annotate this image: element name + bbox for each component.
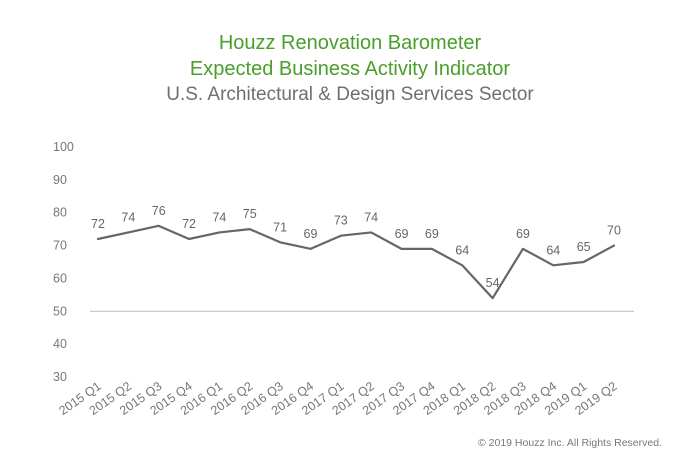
data-label: 74 (121, 210, 135, 224)
series-line (96, 224, 616, 300)
data-label: 54 (486, 276, 500, 290)
data-label: 71 (273, 220, 287, 234)
y-tick-label: 70 (53, 239, 67, 253)
data-label: 74 (364, 210, 378, 224)
data-label: 69 (516, 227, 530, 241)
y-tick-label: 40 (53, 337, 67, 351)
data-label: 65 (577, 240, 591, 254)
chart-title: Houzz Renovation Barometer (218, 32, 482, 54)
data-labels: 72 74 76 72 74 75 71 69 73 74 69 69 64 54 69 64 65 70 (91, 204, 621, 290)
data-label: 69 (395, 227, 409, 241)
copyright-text: © 2019 Houzz Inc. All Rights Reserved. (478, 437, 662, 449)
y-axis: 100 90 80 70 60 50 40 30 (53, 140, 74, 384)
y-tick-label: 50 (53, 304, 67, 318)
data-label: 69 (304, 227, 318, 241)
y-tick-label: 60 (53, 271, 67, 285)
y-tick-label: 30 (53, 370, 67, 384)
chart-titles: Houzz Renovation Barometer Expected Busi… (0, 30, 700, 108)
data-label: 73 (334, 214, 348, 228)
data-label: 69 (425, 227, 439, 241)
data-label: 75 (243, 207, 257, 221)
data-label: 76 (152, 204, 166, 218)
data-label: 74 (212, 210, 226, 224)
data-label: 64 (455, 243, 469, 257)
data-label: 64 (546, 243, 560, 257)
data-label: 72 (91, 217, 105, 231)
data-label: 72 (182, 217, 196, 231)
y-tick-label: 100 (53, 140, 74, 154)
y-tick-label: 80 (53, 206, 67, 220)
series-line-group (96, 224, 616, 300)
chart-title-line2: Expected Business Activity Indicator (189, 58, 511, 80)
data-label: 70 (607, 224, 621, 238)
chart-subtitle: U.S. Architectural & Design Services Sec… (166, 84, 534, 105)
y-tick-label: 90 (53, 173, 67, 187)
